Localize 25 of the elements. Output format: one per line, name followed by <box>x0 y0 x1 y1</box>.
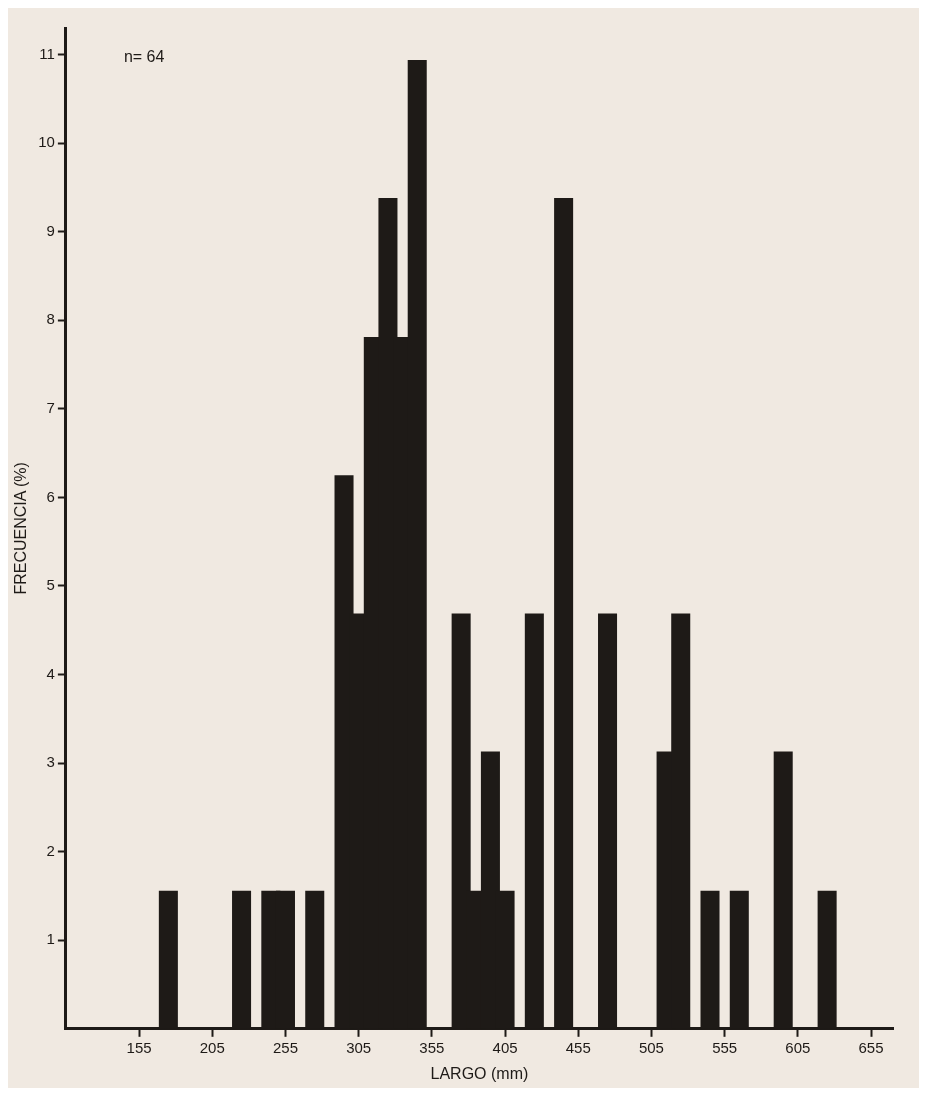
x-tick-label: 355 <box>419 1038 445 1056</box>
y-tick-label: 5 <box>46 576 55 594</box>
y-tick-label: 3 <box>46 753 55 771</box>
x-tick-label: 605 <box>785 1038 811 1056</box>
y-tick-label: 2 <box>46 841 55 859</box>
x-tick-label: 505 <box>638 1038 664 1056</box>
y-tick-label: 10 <box>38 133 55 151</box>
x-tick-label: 655 <box>858 1038 884 1056</box>
x-tick-label: 405 <box>492 1038 518 1056</box>
y-tick-label: 1 <box>46 930 55 948</box>
x-axis-title: LARGO (mm) <box>430 1064 529 1082</box>
x-tick-label: 205 <box>199 1038 225 1056</box>
y-tick-label: 7 <box>46 398 55 416</box>
x-tick-label: 255 <box>272 1038 298 1056</box>
y-tick-label: 8 <box>46 310 55 328</box>
y-axis-title: FRECUENCIA (%) <box>12 462 30 595</box>
y-tick-label: 6 <box>46 487 55 505</box>
x-tick-label: 455 <box>565 1038 591 1056</box>
x-tick-label: 305 <box>346 1038 372 1056</box>
x-tick-label: 555 <box>712 1038 738 1056</box>
x-tick-label: 155 <box>126 1038 152 1056</box>
y-tick-label: 11 <box>39 44 55 62</box>
y-tick-label: 4 <box>46 664 55 682</box>
annotation: n= 64 <box>123 48 165 66</box>
y-tick-label: 9 <box>46 221 55 239</box>
